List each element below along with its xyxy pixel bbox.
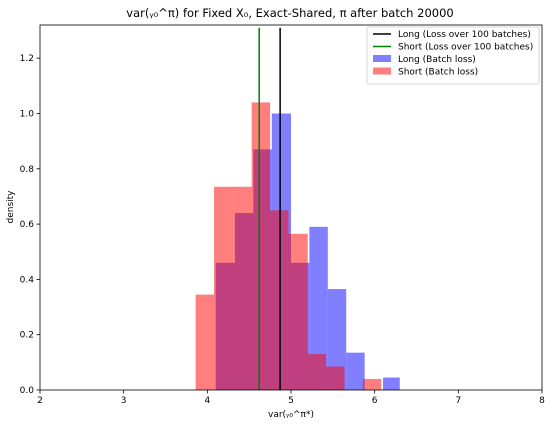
bar-short-0: [195, 294, 215, 390]
bar-long-5: [309, 226, 328, 390]
legend: Long (Loss over 100 batches) Short (Loss …: [366, 26, 540, 85]
chart-title: var(ᵧ₀^π) for Fixed X₀, Exact-Shared, π …: [126, 6, 453, 20]
bar-short-2: [233, 186, 252, 390]
bar-short-3: [251, 102, 271, 390]
bar-short-5: [288, 233, 308, 390]
legend-swatch-patch: [373, 67, 391, 75]
y-axis: 0.0 0.2 0.4 0.6 0.8 1.0 1.2: [20, 54, 40, 396]
y-tick-label: 0.4: [20, 275, 35, 285]
x-tick-label: 7: [455, 396, 461, 406]
bars-layer: [195, 102, 400, 390]
x-tick-label: 3: [121, 396, 127, 406]
legend-label: Short (Batch loss): [398, 68, 478, 78]
y-tick-label: 0.0: [20, 386, 35, 396]
y-tick-label: 0.8: [20, 165, 35, 175]
legend-frame: [366, 26, 540, 85]
bar-short-4: [270, 210, 289, 390]
x-axis-label: var(ᵧ₀^π*): [268, 410, 314, 420]
x-tick-label: 4: [204, 396, 210, 406]
x-tick-label: 2: [37, 396, 43, 406]
legend-swatch-patch: [373, 55, 391, 62]
y-tick-label: 1.2: [20, 54, 34, 64]
legend-label: Long (Batch loss): [398, 55, 476, 65]
bar-long-7: [346, 352, 365, 390]
legend-label: Short (Loss over 100 batches): [398, 43, 533, 53]
bar-long-8: [383, 377, 400, 390]
y-tick-label: 0.2: [20, 331, 34, 341]
x-axis: 2 3 4 5 6 7 8: [37, 390, 545, 406]
bar-short-8: [362, 378, 382, 390]
bar-short-6: [307, 354, 327, 390]
x-tick-label: 8: [539, 396, 545, 406]
legend-label: Long (Loss over 100 batches): [398, 30, 531, 40]
bar-long-6: [327, 289, 347, 390]
bar-short-1: [214, 186, 234, 390]
bar-short-7: [326, 366, 345, 390]
y-axis-label: density: [6, 190, 16, 224]
y-tick-label: 0.6: [20, 220, 35, 230]
x-tick-label: 6: [372, 396, 378, 406]
y-tick-label: 1.0: [20, 109, 35, 119]
vlines-layer: [258, 27, 281, 390]
x-tick-label: 5: [288, 396, 294, 406]
